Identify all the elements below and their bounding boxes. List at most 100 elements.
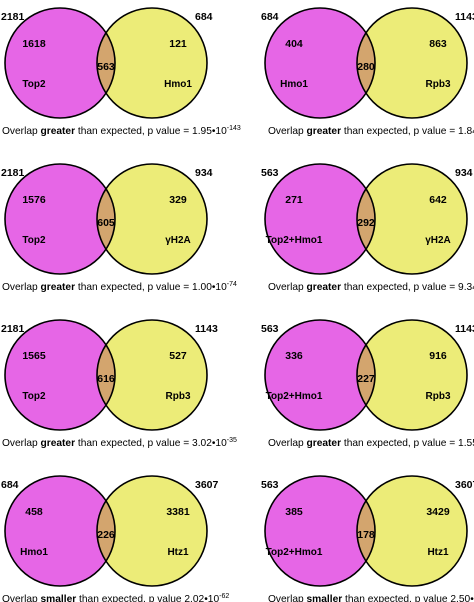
right-set-total: 1143 [455,323,474,335]
right-set-circle [97,8,207,118]
caption-p-mantissa: 9.34•10 [458,282,474,293]
caption-middle: than expected, p value [76,594,184,602]
venn-panel: 2181 684 1618 563 121 Top2 Hmo1 Overlap greater… [1,7,241,137]
caption-prefix: Overlap [2,282,41,293]
left-only-count: 1565 [22,350,46,362]
left-set-label: Top2+Hmo1 [266,235,323,246]
overlap-count: 280 [357,61,375,73]
caption-middle: than expected, p value = [75,126,192,137]
venn-panel: 563 3607 385 178 3429 Top2+Hmo1 Htz1 Overlap sm… [261,475,474,602]
left-set-outline [264,475,376,587]
venn-panel: 2181 1143 1565 616 527 Top2 Rpb3 Overlap greate… [1,319,237,449]
left-set-label: Top2+Hmo1 [266,547,323,558]
right-set-total: 684 [195,11,213,23]
right-set-outline [356,163,468,275]
venn-panel: 684 1143 404 280 863 Hmo1 Rpb3 Overlap greater … [261,7,474,137]
caption-middle: than expected, p value = [341,282,458,293]
caption-prefix: Overlap [268,126,307,137]
left-set-outline [264,319,376,431]
left-set-total: 2181 [1,323,25,335]
left-set-label: Top2 [22,235,46,246]
p-value-caption: Overlap greater than expected, p value =… [268,437,474,449]
caption-p-mantissa: 2.02•10 [184,594,219,602]
left-set-outline [4,475,116,587]
caption-middle: than expected, p value = [341,126,458,137]
left-set-circle [265,164,375,274]
left-set-total: 563 [261,167,279,179]
p-value-caption: Overlap smaller than expected, p value 2… [268,593,474,602]
left-set-circle [265,476,375,586]
caption-middle: than expected, p value [342,594,450,602]
caption-prefix: Overlap [268,282,307,293]
right-set-outline [96,319,208,431]
right-set-circle [97,320,207,430]
right-only-count: 329 [169,194,187,206]
caption-direction: greater [41,282,76,293]
right-set-total: 1143 [195,323,218,335]
caption-middle: than expected, p value = [341,438,458,449]
right-set-circle [357,476,467,586]
right-set-label: Hmo1 [164,79,192,90]
p-value-caption: Overlap greater than expected, p value =… [268,125,474,137]
right-set-label: Rpb3 [426,79,451,90]
left-set-label: Hmo1 [20,547,48,558]
right-only-count: 527 [169,350,187,362]
venn-panel: 2181 934 1576 605 329 Top2 γH2A Overlap greater… [1,163,237,293]
left-set-total: 684 [1,479,19,491]
right-set-label: Rpb3 [426,391,451,402]
caption-direction: greater [41,438,76,449]
right-set-outline [356,475,468,587]
right-set-total: 934 [195,167,213,179]
caption-prefix: Overlap [268,438,307,449]
caption-prefix: Overlap [2,594,41,602]
overlap-count: 563 [97,61,115,73]
p-value-caption: Overlap greater than expected, p value =… [2,281,237,293]
right-set-outline [356,7,468,119]
caption-direction: greater [307,126,342,137]
caption-p-mantissa: 1.55•10 [458,438,474,449]
left-set-total: 2181 [1,11,25,23]
right-set-total: 3607 [195,479,219,491]
overlap-count: 178 [357,529,375,541]
left-only-count: 404 [285,38,303,50]
caption-direction: smaller [41,594,77,602]
caption-prefix: Overlap [2,438,41,449]
right-set-label: γH2A [425,235,451,246]
overlap-count: 226 [97,529,115,541]
right-set-total: 3607 [455,479,474,491]
left-set-label: Top2 [22,391,46,402]
right-set-outline [96,163,208,275]
left-set-outline [4,163,116,275]
left-set-circle [265,8,375,118]
caption-direction: greater [41,126,76,137]
caption-p-exponent: -143 [227,125,241,132]
left-set-circle [5,476,115,586]
caption-middle: than expected, p value = [75,438,192,449]
left-only-count: 1576 [22,194,46,206]
left-only-count: 385 [285,506,303,518]
overlap-count: 605 [97,217,115,229]
left-set-label: Top2+Hmo1 [266,391,323,402]
right-only-count: 916 [429,350,447,362]
right-set-label: Rpb3 [166,391,191,402]
left-set-label: Hmo1 [280,79,308,90]
p-value-caption: Overlap greater than expected, p value =… [268,281,474,293]
caption-direction: smaller [307,594,343,602]
overlap-count: 616 [97,373,115,385]
venn-panel: 563 934 271 292 642 Top2+Hmo1 γH2A Overlap grea… [261,163,474,293]
caption-p-mantissa: 3.02•10 [192,438,227,449]
left-set-outline [264,7,376,119]
left-set-circle [5,8,115,118]
left-set-total: 684 [261,11,279,23]
overlap-count: 227 [357,373,375,385]
right-only-count: 3381 [166,506,190,518]
venn-panel: 563 1143 336 227 916 Top2+Hmo1 Rpb3 Overlap gre… [261,319,474,449]
left-set-outline [4,7,116,119]
right-set-outline [96,475,208,587]
left-set-total: 563 [261,479,279,491]
left-set-circle [5,320,115,430]
left-set-total: 563 [261,323,279,335]
caption-p-exponent: -62 [219,593,229,600]
right-only-count: 121 [169,38,187,50]
p-value-caption: Overlap greater than expected, p value =… [2,437,237,449]
